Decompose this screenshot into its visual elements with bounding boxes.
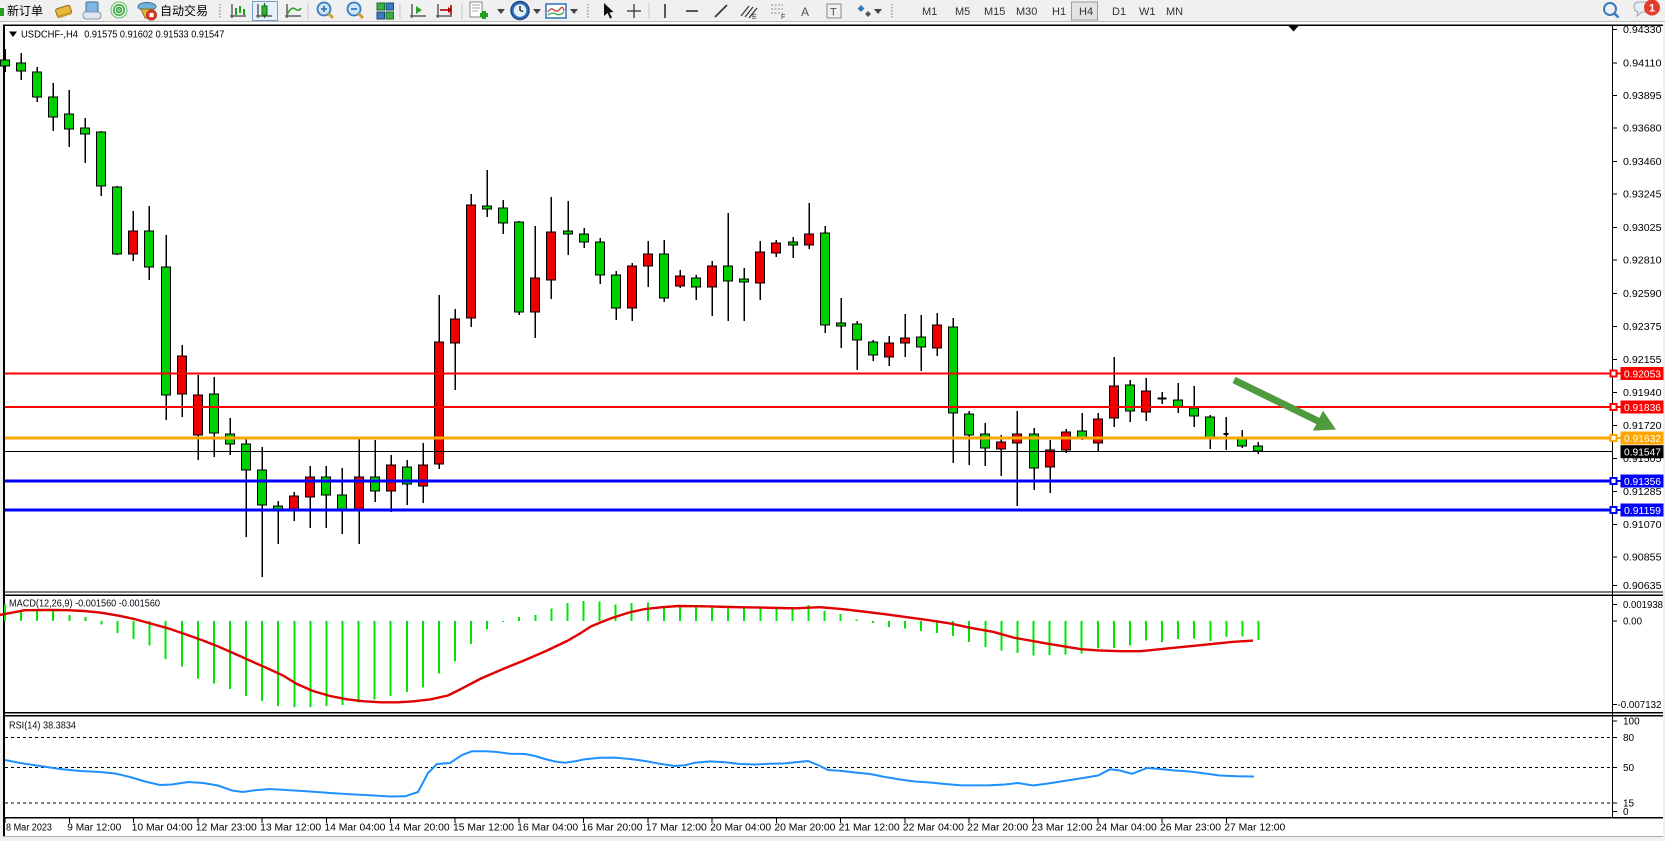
svg-text:0.93895: 0.93895 bbox=[1623, 91, 1662, 102]
svg-text:MN: MN bbox=[1166, 6, 1183, 18]
svg-text:13 Mar 12:00: 13 Mar 12:00 bbox=[260, 823, 321, 834]
svg-text:M15: M15 bbox=[984, 6, 1005, 18]
svg-text:0.92375: 0.92375 bbox=[1623, 322, 1662, 333]
svg-text:0.91505: 0.91505 bbox=[1623, 454, 1662, 465]
svg-text:0.91575 0.91602 0.91533 0.9154: 0.91575 0.91602 0.91533 0.91547 bbox=[84, 30, 224, 41]
svg-text:15 Mar 12:00: 15 Mar 12:00 bbox=[453, 823, 514, 834]
svg-text:14 Mar 20:00: 14 Mar 20:00 bbox=[389, 823, 450, 834]
svg-text:26 Mar 23:00: 26 Mar 23:00 bbox=[1160, 823, 1221, 834]
svg-text:D1: D1 bbox=[1112, 6, 1126, 18]
svg-text:1: 1 bbox=[1649, 3, 1655, 15]
svg-text:20 Mar 20:00: 20 Mar 20:00 bbox=[774, 823, 835, 834]
svg-text:-0.007132: -0.007132 bbox=[1618, 700, 1662, 711]
svg-text:H1: H1 bbox=[1052, 6, 1066, 18]
svg-text:0.93025: 0.93025 bbox=[1623, 223, 1662, 234]
svg-text:0.91285: 0.91285 bbox=[1623, 487, 1662, 498]
svg-text:16 Mar 20:00: 16 Mar 20:00 bbox=[582, 823, 643, 834]
svg-text:T: T bbox=[830, 7, 837, 19]
svg-text:0.91356: 0.91356 bbox=[1624, 477, 1661, 488]
svg-text:MACD(12,26,9) -0.001560 -0.001: MACD(12,26,9) -0.001560 -0.001560 bbox=[9, 599, 160, 610]
svg-text:0.92810: 0.92810 bbox=[1623, 256, 1662, 267]
svg-text:16 Mar 04:00: 16 Mar 04:00 bbox=[517, 823, 578, 834]
svg-text:50: 50 bbox=[1623, 763, 1635, 774]
svg-text:0.93460: 0.93460 bbox=[1623, 157, 1662, 168]
svg-text:23 Mar 12:00: 23 Mar 12:00 bbox=[1032, 823, 1093, 834]
svg-text:0: 0 bbox=[1623, 807, 1629, 818]
svg-text:自动交易: 自动交易 bbox=[160, 3, 208, 18]
svg-text:100: 100 bbox=[1623, 717, 1640, 728]
svg-text:0.001938: 0.001938 bbox=[1623, 600, 1663, 611]
svg-text:0.00: 0.00 bbox=[1623, 617, 1642, 628]
svg-text:0.93680: 0.93680 bbox=[1623, 124, 1662, 135]
svg-text:0.91159: 0.91159 bbox=[1624, 506, 1661, 517]
svg-text:USDCHF-,H4: USDCHF-,H4 bbox=[21, 30, 78, 41]
svg-text:15: 15 bbox=[1623, 799, 1635, 810]
svg-text:M5: M5 bbox=[955, 6, 970, 18]
svg-text:0.91547: 0.91547 bbox=[1624, 448, 1661, 459]
svg-text:24 Mar 04:00: 24 Mar 04:00 bbox=[1096, 823, 1157, 834]
svg-text:0.91720: 0.91720 bbox=[1623, 421, 1662, 432]
svg-text:10 Mar 04:00: 10 Mar 04:00 bbox=[132, 823, 193, 834]
svg-text:E: E bbox=[752, 14, 757, 21]
svg-text:12 Mar 23:00: 12 Mar 23:00 bbox=[196, 823, 257, 834]
svg-text:9 Mar 12:00: 9 Mar 12:00 bbox=[67, 823, 121, 834]
svg-text:新订单: 新订单 bbox=[7, 3, 43, 18]
svg-text:0.92590: 0.92590 bbox=[1623, 289, 1662, 300]
svg-text:F: F bbox=[781, 14, 785, 21]
svg-text:27 Mar 12:00: 27 Mar 12:00 bbox=[1224, 823, 1285, 834]
svg-text:80: 80 bbox=[1623, 733, 1635, 744]
svg-text:17 Mar 12:00: 17 Mar 12:00 bbox=[646, 823, 707, 834]
svg-text:0.94110: 0.94110 bbox=[1623, 58, 1662, 69]
svg-text:A: A bbox=[801, 5, 809, 19]
svg-text:0.92155: 0.92155 bbox=[1623, 355, 1662, 366]
svg-text:M1: M1 bbox=[922, 6, 937, 18]
svg-text:21 Mar 12:00: 21 Mar 12:00 bbox=[839, 823, 900, 834]
svg-text:M30: M30 bbox=[1016, 6, 1037, 18]
svg-text:22 Mar 20:00: 22 Mar 20:00 bbox=[967, 823, 1028, 834]
svg-text:0.91836: 0.91836 bbox=[1624, 403, 1661, 414]
svg-text:8 Mar 2023: 8 Mar 2023 bbox=[6, 823, 52, 834]
svg-text:W1: W1 bbox=[1139, 6, 1156, 18]
svg-text:H4: H4 bbox=[1079, 6, 1093, 18]
svg-text:0.94330: 0.94330 bbox=[1623, 25, 1662, 36]
svg-text:0.91070: 0.91070 bbox=[1623, 520, 1662, 531]
svg-text:RSI(14) 38.3834: RSI(14) 38.3834 bbox=[9, 721, 76, 732]
svg-text:22 Mar 04:00: 22 Mar 04:00 bbox=[903, 823, 964, 834]
svg-text:0.90855: 0.90855 bbox=[1623, 553, 1662, 564]
svg-text:0.91632: 0.91632 bbox=[1624, 434, 1661, 445]
svg-text:14 Mar 04:00: 14 Mar 04:00 bbox=[324, 823, 385, 834]
svg-text:0.90635: 0.90635 bbox=[1623, 581, 1662, 592]
svg-text:0.91940: 0.91940 bbox=[1623, 388, 1662, 399]
svg-text:20 Mar 04:00: 20 Mar 04:00 bbox=[710, 823, 771, 834]
svg-text:0.93245: 0.93245 bbox=[1623, 190, 1662, 201]
svg-text:0.92053: 0.92053 bbox=[1624, 369, 1661, 380]
